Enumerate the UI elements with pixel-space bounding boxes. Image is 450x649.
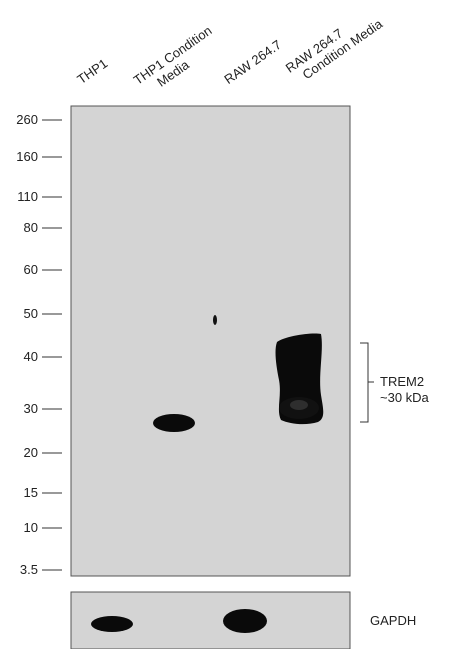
- marker-50: 50: [23, 306, 38, 321]
- gapdh-band-raw: [223, 609, 267, 633]
- marker-80: 80: [23, 220, 38, 235]
- marker-30: 30: [23, 401, 38, 416]
- gapdh-band-thp1: [91, 616, 133, 632]
- trem2-label: TREM2 ~30 kDa: [380, 374, 429, 406]
- trem2-bracket: [360, 342, 369, 423]
- marker-110: 110: [17, 189, 38, 204]
- marker-40: 40: [23, 349, 38, 364]
- marker-260: 260: [16, 112, 38, 127]
- marker-15: 15: [23, 485, 38, 500]
- marker-10: 10: [23, 520, 38, 535]
- band-raw-condition-media-highlight: [290, 400, 308, 410]
- marker-ticks: [42, 119, 62, 571]
- marker-20: 20: [23, 445, 38, 460]
- trem2-name: TREM2: [380, 374, 425, 389]
- marker-160: 160: [16, 149, 38, 164]
- blot-spot: [213, 315, 217, 325]
- trem2-size: ~30 kDa: [380, 390, 429, 405]
- gapdh-label: GAPDH: [370, 613, 417, 628]
- band-thp1-condition-media: [153, 414, 195, 432]
- marker-3-5: 3.5: [19, 562, 38, 577]
- marker-60: 60: [23, 262, 38, 277]
